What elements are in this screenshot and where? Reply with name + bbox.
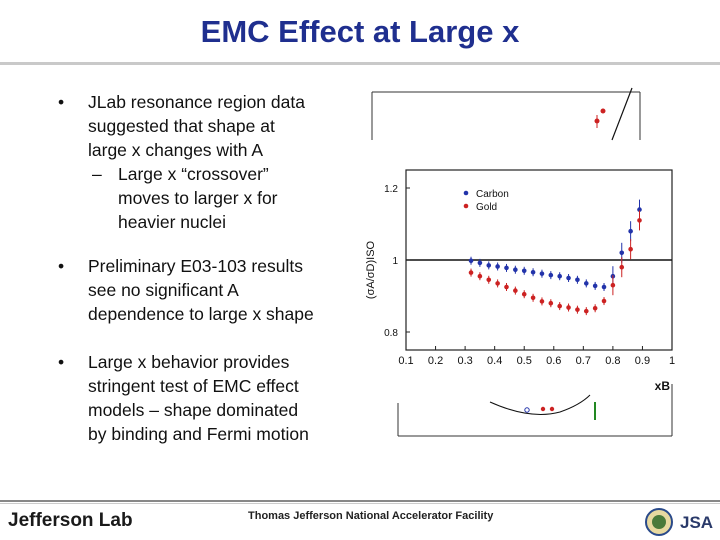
x-tick-label: 0.9 — [635, 355, 650, 367]
gold-point — [637, 218, 642, 223]
bullet-line: Preliminary E03-103 results — [88, 256, 303, 276]
x-axis-label: xB — [655, 379, 671, 393]
bullet-list: • JLab resonance region data suggested t… — [58, 90, 358, 446]
gold-point — [495, 281, 500, 286]
carbon-legend-marker — [463, 190, 469, 196]
gold-point — [504, 284, 509, 290]
carbon-point — [521, 268, 527, 274]
bullet-line: JLab resonance region data — [88, 92, 305, 112]
carbon-point — [566, 275, 571, 281]
carbon-point — [513, 267, 518, 273]
bullet-1: • JLab resonance region data suggested t… — [58, 90, 358, 162]
footer-divider-thin — [0, 503, 720, 504]
bullet-line: moves to larger x for — [118, 188, 278, 208]
facility-name: Thomas Jefferson National Accelerator Fa… — [248, 510, 494, 522]
x-tick-label: 0.1 — [398, 355, 413, 367]
bullet-line: stringent test of EMC effect — [88, 376, 299, 396]
bullet-line: heavier nuclei — [118, 212, 226, 232]
gold-point — [521, 291, 527, 297]
dash-glyph: – — [92, 164, 102, 184]
y-tick-label: 0.8 — [384, 328, 398, 339]
gold-point — [601, 298, 607, 304]
title-divider — [0, 62, 720, 65]
slide-title: EMC Effect at Large x — [200, 14, 520, 49]
carbon-point — [504, 265, 509, 271]
jsa-text: JSA — [680, 513, 713, 532]
carbon-point — [495, 264, 500, 269]
carbon-point — [628, 228, 633, 234]
chart-labels: 0.1 0.2 0.3 0.4 0.5 0.6 0.7 0.8 0.9 1 0.8 1 1.2 (σA/σ… — [365, 184, 675, 393]
bullet-line: suggested that shape at — [88, 116, 275, 136]
gold-point — [619, 264, 625, 270]
bullet-line: dependence to large x shape — [88, 304, 314, 324]
carbon-point — [539, 271, 545, 276]
chart-legend: Carbon Gold — [463, 189, 509, 213]
gold-point — [575, 307, 580, 312]
gold-point — [557, 303, 562, 309]
gold-point — [628, 246, 633, 252]
bullet-3: • Large x behavior provides stringent te… — [58, 350, 358, 446]
y-axis-label: (σA/σD)ISO — [365, 240, 377, 299]
gold-point — [530, 295, 536, 301]
carbon-point — [592, 283, 598, 289]
jefferson-lab-logo: Jefferson Lab — [8, 510, 133, 531]
bullet-glyph: • — [58, 352, 65, 372]
bullet-glyph: • — [58, 92, 65, 112]
x-tick-label: 0.2 — [428, 355, 443, 367]
x-tick-label: 0.8 — [605, 355, 620, 367]
y-tick-label: 1.2 — [384, 184, 398, 195]
carbon-point — [575, 277, 580, 283]
footer-divider — [0, 500, 720, 502]
carbon-point — [548, 272, 554, 278]
x-tick-label: 0.3 — [457, 355, 472, 367]
chart-frame — [405, 169, 673, 351]
carbon-point — [557, 273, 562, 279]
jsa-logo-icon: JSA — [680, 513, 713, 532]
gold-point — [610, 282, 616, 288]
carbon-point — [619, 250, 625, 256]
gold-point — [477, 273, 483, 279]
chart-points — [468, 199, 642, 316]
x-tick-label: 0.4 — [487, 355, 502, 367]
bullet-line: Large x “crossover” — [118, 164, 269, 184]
bullet-line: by binding and Fermi motion — [88, 424, 309, 444]
gold-point — [539, 299, 545, 304]
carbon-point — [468, 258, 474, 264]
y-tick-label: 1 — [392, 256, 398, 267]
x-tick-label: 0.7 — [576, 355, 591, 367]
gold-point — [583, 308, 589, 314]
sub-bullet-1: – Large x “crossover” moves to larger x … — [58, 162, 358, 234]
carbon-point — [583, 281, 589, 286]
gold-point — [548, 300, 554, 306]
carbon-point — [486, 263, 492, 268]
bullet-line: Large x behavior provides — [88, 352, 290, 372]
gold-point — [486, 277, 492, 283]
bullet-line: models – shape dominated — [88, 400, 299, 420]
x-tick-label: 0.6 — [546, 355, 561, 367]
bullet-glyph: • — [58, 256, 65, 276]
gold-point — [513, 288, 518, 293]
doe-seal-icon — [645, 508, 673, 536]
gold-point — [592, 305, 598, 311]
carbon-point — [530, 269, 536, 275]
gold-point — [566, 305, 571, 310]
bullet-2: • Preliminary E03-103 results see no sig… — [58, 254, 358, 326]
carbon-point — [601, 284, 607, 290]
carbon-point — [477, 260, 483, 266]
gold-legend-label: Gold — [476, 202, 497, 213]
x-tick-label: 1 — [669, 355, 675, 367]
gold-point — [468, 270, 474, 275]
carbon-legend-label: Carbon — [476, 189, 509, 200]
x-tick-label: 0.5 — [517, 355, 532, 367]
bullet-line: see no significant A — [88, 280, 239, 300]
gold-legend-marker — [463, 203, 469, 209]
carbon-point — [637, 207, 642, 212]
bullet-line: large x changes with A — [88, 140, 264, 160]
